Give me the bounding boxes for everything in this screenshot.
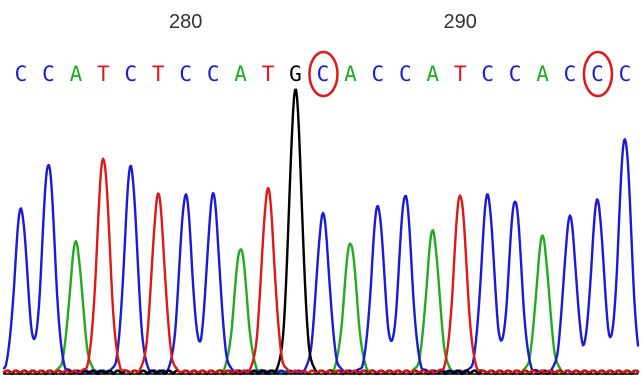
base-call-c: C — [15, 62, 28, 86]
base-call-c: C — [509, 62, 522, 86]
trace-t — [2, 157, 640, 376]
base-call-a: A — [70, 62, 83, 86]
position-label: 280 — [169, 11, 202, 33]
base-call-g: G — [289, 62, 302, 86]
trace-c — [2, 138, 640, 376]
position-labels: 280 290 — [169, 11, 477, 33]
base-call-a: A — [426, 62, 439, 86]
base-call-c: C — [372, 62, 385, 86]
base-call-t: T — [97, 62, 110, 86]
highlight-circle — [582, 50, 614, 98]
base-call-c: C — [399, 62, 412, 86]
base-call-t: T — [152, 62, 165, 86]
base-call-a: A — [344, 62, 357, 86]
base-call-c: C — [619, 62, 632, 86]
base-call-c: C — [42, 62, 55, 86]
base-call-t: T — [262, 62, 275, 86]
position-label: 290 — [444, 11, 477, 33]
base-call-c: C — [481, 62, 494, 86]
base-call-c: C — [179, 62, 192, 86]
trace-a — [2, 229, 640, 376]
base-call-c: C — [591, 62, 604, 86]
base-call-a: A — [536, 62, 549, 86]
base-call-a: A — [234, 62, 247, 86]
trace-group — [2, 88, 640, 376]
highlight-circle — [308, 50, 339, 98]
circle-markers — [308, 50, 614, 98]
base-call-c: C — [207, 62, 220, 86]
base-call-t: T — [454, 62, 467, 86]
base-call-c: C — [124, 62, 137, 86]
base-call-c: C — [564, 62, 577, 86]
base-call-c: C — [317, 62, 330, 86]
